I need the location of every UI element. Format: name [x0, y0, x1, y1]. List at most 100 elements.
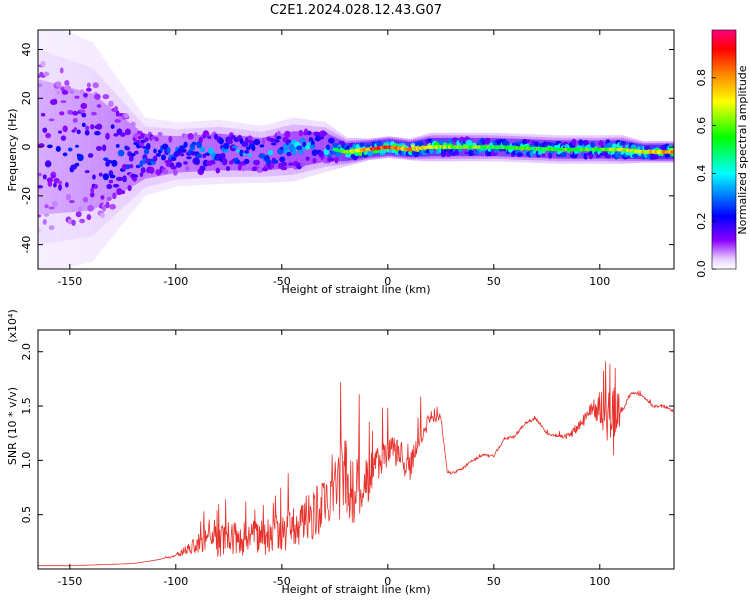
spectrogram-point: [413, 151, 420, 158]
spectrogram-point: [96, 104, 102, 108]
spectrogram-point: [87, 204, 94, 212]
spectrogram-point: [38, 83, 43, 88]
spectrogram-band-cell: [76, 89, 79, 212]
spectrogram-point: [74, 162, 80, 167]
spectrogram-frame: [37, 29, 675, 270]
spectrogram-point: [143, 148, 150, 155]
spectrogram-y-tick-label: -20: [20, 187, 33, 205]
spectrogram-point: [643, 145, 650, 151]
spectrogram-band-cell: [199, 134, 202, 172]
snr-x-tick-label: -50: [273, 575, 291, 588]
spectrogram-point: [179, 153, 185, 157]
spectrogram-point: [139, 160, 144, 167]
spectrogram-point: [108, 100, 114, 108]
spectrogram-point: [62, 125, 68, 133]
spectrogram-point: [42, 127, 48, 133]
spectrogram-point: [47, 181, 53, 187]
spectrogram-point: [38, 214, 42, 218]
spectrogram-point: [162, 143, 169, 150]
spectrogram-band-cell: [71, 88, 75, 213]
spectrogram-point: [38, 143, 45, 148]
spectrogram-point: [612, 143, 618, 148]
spectrogram-point: [280, 166, 288, 171]
snr-y-tick-label: 2.0: [20, 343, 33, 361]
spectrogram-point: [73, 127, 78, 131]
spectrogram-point: [327, 154, 332, 158]
spectrogram-band-cell: [319, 132, 323, 163]
spectrogram-point: [312, 157, 317, 164]
spectrogram-point: [111, 159, 118, 167]
spectrogram-band-cell: [84, 91, 88, 211]
spectrogram-point: [48, 118, 55, 122]
spectrogram-point: [154, 136, 159, 142]
spectrogram-point: [298, 149, 304, 155]
spectrogram-band-cell: [250, 136, 253, 171]
spectrogram-band-cell: [95, 96, 98, 208]
spectrogram-point: [153, 148, 157, 154]
spectrogram-point: [43, 213, 50, 217]
spectrogram-point: [170, 165, 177, 170]
spectrogram-point: [427, 138, 432, 142]
spectrogram-point: [84, 170, 90, 174]
spectrogram-band-cell: [233, 135, 236, 171]
spectrogram-point: [157, 131, 163, 137]
spectrogram-heatmap: [38, 30, 674, 269]
spectrogram-point: [58, 180, 63, 185]
snr-x-tick-label: 100: [589, 575, 610, 588]
snr-panel: -150 -100 -50 0 50 100 0.5 1.0 1.5 2.0 Height of…: [6, 309, 675, 596]
spectrogram-point: [335, 151, 341, 158]
spectrogram-band-cell: [309, 131, 313, 165]
spectrogram-point: [241, 141, 249, 148]
colorbar-label: Normalized spectral amplitude: [736, 65, 749, 234]
spectrogram-point: [620, 141, 626, 146]
spectrogram-point: [303, 128, 308, 136]
spectrogram-point: [173, 169, 178, 176]
spectrogram-point: [196, 153, 202, 159]
spectrogram-point: [109, 203, 116, 210]
spectrogram-point: [465, 139, 473, 147]
spectrogram-point: [90, 124, 95, 130]
snr-x-axis: -150 -100 -50 0 50 100: [57, 330, 610, 588]
spectrogram-point: [92, 82, 99, 89]
spectrogram-point: [67, 147, 73, 152]
spectrogram-point: [606, 142, 613, 148]
spectrogram-point: [108, 179, 114, 184]
spectrogram-band-cell: [97, 98, 101, 207]
spectrogram-point: [87, 153, 94, 158]
spectrogram-point: [194, 158, 200, 166]
spectrogram-point: [100, 195, 105, 200]
spectrogram-point: [571, 138, 577, 146]
spectrogram-point: [42, 174, 47, 180]
spectrogram-band-cell: [101, 101, 105, 205]
snr-x-tick-label: -150: [57, 575, 82, 588]
spectrogram-band-cell: [80, 90, 84, 212]
spectrogram-point: [53, 182, 57, 188]
spectrogram-point: [125, 164, 131, 170]
spectrogram-point: [91, 111, 97, 116]
spectrogram-point: [75, 144, 79, 148]
spectrogram-point: [150, 135, 156, 140]
spectrogram-point: [100, 212, 105, 219]
spectrogram-point: [72, 110, 79, 116]
spectrogram-x-tick-label: 0: [384, 275, 391, 288]
spectrogram-point: [525, 139, 531, 143]
spectrogram-point: [58, 183, 62, 191]
spectrogram-point: [228, 160, 234, 165]
spectrogram-y-tick-label: -40: [20, 236, 33, 254]
spectrogram-point: [71, 219, 76, 226]
figure-title: C2E1.2024.028.12.43.G07: [270, 3, 442, 18]
spectrogram-band-cell: [165, 135, 168, 175]
spectrogram-point: [123, 113, 129, 119]
spectrogram-point: [239, 149, 244, 157]
spectrogram-point: [207, 135, 212, 140]
spectrogram-point: [187, 132, 194, 140]
colorbar-tick-label: 0.6: [695, 117, 708, 135]
spectrogram-point: [46, 177, 53, 183]
spectrogram-band-cell: [116, 113, 120, 196]
spectrogram-point: [106, 184, 113, 190]
spectrogram-point: [328, 137, 335, 144]
spectrogram-point: [548, 152, 553, 159]
spectrogram-band-cell: [110, 108, 113, 200]
spectrogram-point: [46, 144, 53, 149]
spectrogram-band-cell: [52, 83, 56, 214]
